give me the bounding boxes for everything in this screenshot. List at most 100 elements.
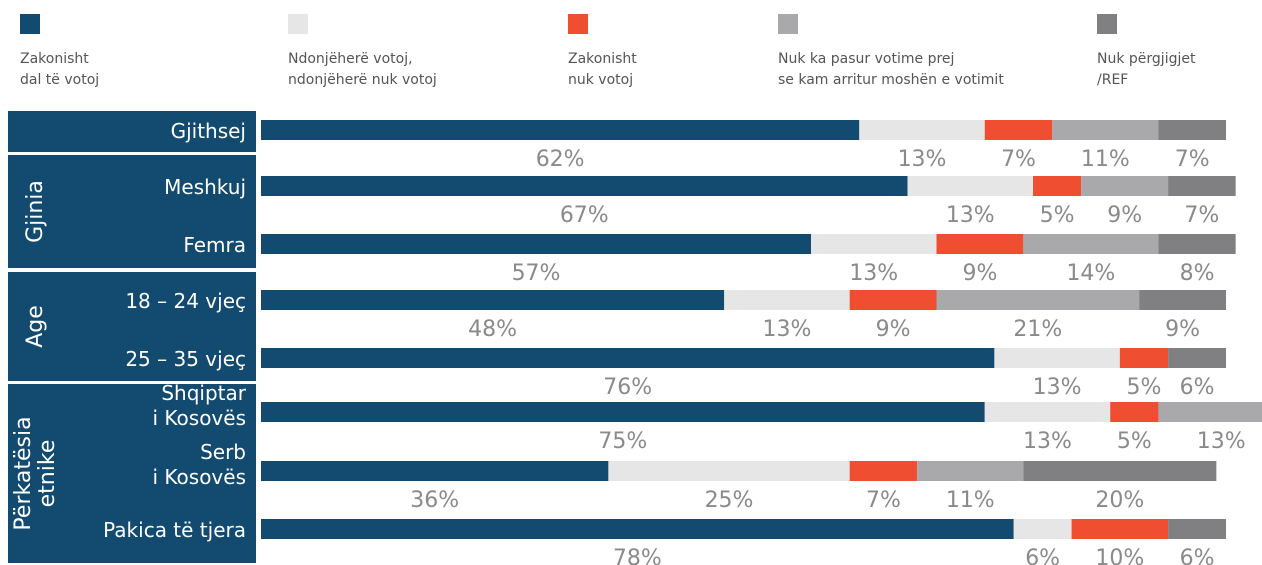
- value-label: 13%: [1033, 375, 1082, 400]
- bar-segment: [994, 348, 1120, 368]
- value-label: 6%: [1180, 375, 1215, 400]
- category-label: 18 – 24 vjeç: [125, 289, 246, 313]
- bar-segment: [1168, 348, 1226, 368]
- bar-segment: [261, 290, 725, 310]
- bar-segment: [907, 176, 1033, 196]
- bar-segment: [1168, 519, 1226, 539]
- bar-segment: [261, 348, 995, 368]
- legend-label: Zakonisht dal të votoj: [20, 51, 100, 88]
- group-label: Përkatësiaetnike: [11, 416, 60, 530]
- bar-segment: [936, 290, 1140, 310]
- value-label: 9%: [962, 261, 997, 286]
- value-label: 11%: [946, 488, 995, 513]
- bar-segment: [1081, 176, 1169, 196]
- bar-segment: [261, 402, 985, 422]
- legend-item-4: Nuk përgjigjet /REF: [1097, 14, 1262, 91]
- legend-label: Nuk ka pasur votime prej se kam arritur …: [778, 51, 1004, 88]
- legend: Zakonisht dal të votoj Ndonjëherë votoj, …: [0, 0, 1262, 110]
- value-label: 13%: [946, 203, 995, 228]
- bar-segment: [608, 461, 850, 481]
- legend-label: Ndonjëherë votoj, ndonjëherë nuk votoj: [288, 51, 437, 88]
- legend-item-2: Zakonisht nuk votoj: [568, 14, 838, 91]
- category-label: 25 – 35 vjeç: [125, 347, 246, 371]
- group-label: Age: [23, 305, 48, 348]
- value-label: 5%: [1040, 203, 1075, 228]
- bar-segment: [1158, 120, 1226, 140]
- legend-label: Zakonisht nuk votoj: [568, 51, 637, 88]
- value-label: 75%: [598, 429, 647, 454]
- value-label: 13%: [1197, 429, 1246, 454]
- bar-segment: [936, 234, 1024, 254]
- value-label: 14%: [1066, 261, 1115, 286]
- value-label: 7%: [866, 488, 901, 513]
- legend-item-3: Nuk ka pasur votime prej se kam arritur …: [778, 14, 1048, 91]
- bar-segment: [1013, 519, 1072, 539]
- legend-item-0: Zakonisht dal të votoj: [20, 14, 290, 91]
- bar-segment: [849, 290, 937, 310]
- value-label: 13%: [1023, 429, 1072, 454]
- value-label: 62%: [536, 147, 585, 172]
- bar-segment: [1158, 402, 1262, 422]
- bar-segment: [261, 234, 812, 254]
- bar-segment: [1052, 120, 1159, 140]
- bar-segment: [1168, 176, 1236, 196]
- value-label: 6%: [1180, 546, 1215, 565]
- category-label: Gjithsej: [171, 119, 246, 143]
- bar-segment: [811, 234, 937, 254]
- value-label: 7%: [1175, 147, 1210, 172]
- value-label: 25%: [705, 488, 754, 513]
- value-label: 67%: [560, 203, 609, 228]
- value-label: 57%: [512, 261, 561, 286]
- value-label: 21%: [1013, 317, 1062, 342]
- bar-segment: [261, 519, 1014, 539]
- bar-segment: [1071, 519, 1169, 539]
- value-label: 13%: [762, 317, 811, 342]
- category-label: Shqiptar i Kosovës: [153, 381, 247, 430]
- value-label: 20%: [1095, 488, 1144, 513]
- value-label: 76%: [603, 375, 652, 400]
- value-label: 6%: [1025, 546, 1060, 565]
- bar-segment: [917, 461, 1024, 481]
- value-label: 8%: [1180, 261, 1215, 286]
- legend-swatch: [288, 14, 308, 34]
- legend-swatch: [778, 14, 798, 34]
- value-label: 9%: [876, 317, 911, 342]
- value-label: 36%: [410, 488, 459, 513]
- value-label: 9%: [1165, 317, 1200, 342]
- bar-segment: [1033, 176, 1082, 196]
- value-label: 13%: [898, 147, 947, 172]
- legend-item-1: Ndonjëherë votoj, ndonjëherë nuk votoj: [288, 14, 558, 91]
- value-label: 7%: [1001, 147, 1036, 172]
- bar-segment: [849, 461, 918, 481]
- group-panel: [8, 384, 256, 563]
- category-label: Serb i Kosovës: [153, 440, 247, 489]
- value-label: 5%: [1117, 429, 1152, 454]
- category-label: Femra: [183, 233, 246, 257]
- category-label: Meshkuj: [164, 175, 246, 199]
- value-label: 9%: [1107, 203, 1142, 228]
- value-label: 11%: [1081, 147, 1130, 172]
- bar-segment: [261, 120, 860, 140]
- bar-segment: [261, 461, 609, 481]
- category-label: Pakica të tjera: [103, 518, 246, 542]
- legend-swatch: [1097, 14, 1117, 34]
- bar-segment: [984, 402, 1111, 422]
- bar-segment: [1158, 234, 1236, 254]
- legend-label: Nuk përgjigjet /REF: [1097, 51, 1196, 88]
- value-label: 13%: [849, 261, 898, 286]
- value-label: 10%: [1095, 546, 1144, 565]
- group-panel: [8, 155, 256, 268]
- bar-segment: [261, 176, 908, 196]
- legend-swatch: [568, 14, 588, 34]
- value-label: 5%: [1127, 375, 1162, 400]
- bar-segment: [1139, 290, 1226, 310]
- bar-segment: [984, 120, 1053, 140]
- value-label: 7%: [1184, 203, 1219, 228]
- legend-swatch: [20, 14, 40, 34]
- group-label: Gjinia: [23, 180, 48, 243]
- bar-segment: [1119, 348, 1169, 368]
- group-panel: [8, 272, 256, 381]
- group-panel: [8, 111, 256, 152]
- bar-segment: [1110, 402, 1159, 422]
